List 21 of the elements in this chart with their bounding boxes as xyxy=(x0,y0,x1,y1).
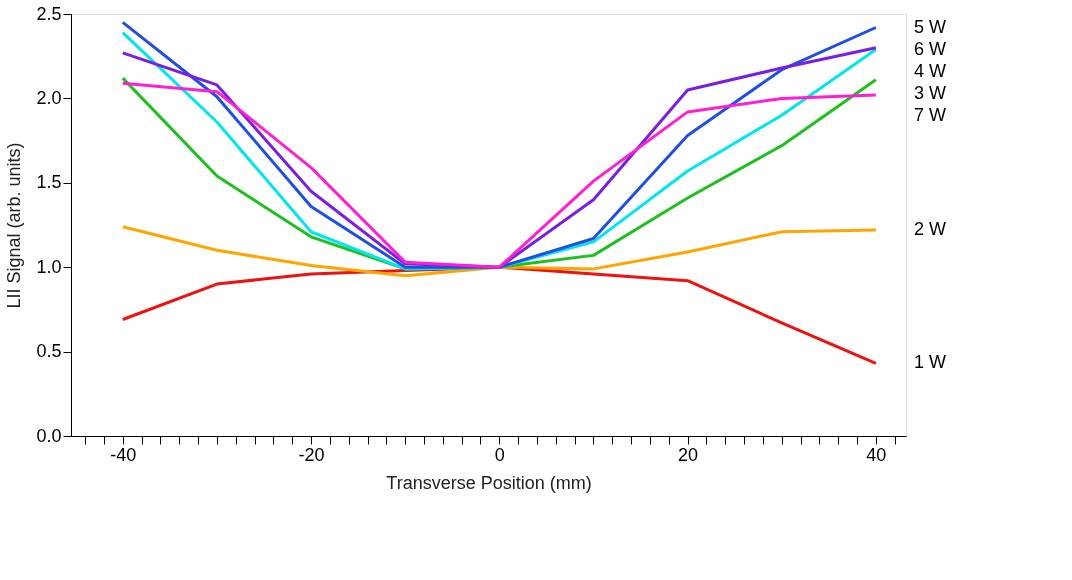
y-tick-label: 0.0 xyxy=(36,425,62,446)
x-tick-label: 20 xyxy=(678,444,699,465)
y-axis-title: LII Signal (arb. units) xyxy=(4,142,25,309)
y-tick-label: 2.0 xyxy=(36,87,62,108)
x-tick-label: 0 xyxy=(494,444,505,465)
x-axis-title: Transverse Position (mm) xyxy=(386,472,592,493)
text: 6 W xyxy=(914,38,947,59)
y-tick-label: 1.5 xyxy=(36,172,62,193)
y-tick-label: 2.5 xyxy=(36,3,62,24)
text: 1 W xyxy=(914,352,947,373)
text: 7 W xyxy=(914,104,947,125)
y-tick-label: 1.0 xyxy=(36,256,62,277)
text: 2 W xyxy=(914,219,947,240)
x-tick-label: 40 xyxy=(866,444,887,465)
text: 4 W xyxy=(914,60,947,81)
x-tick-label: -40 xyxy=(110,444,137,465)
text: 3 W xyxy=(914,82,947,103)
x-tick-label: -20 xyxy=(298,444,325,465)
line-series xyxy=(121,225,878,278)
text: 5 W xyxy=(914,16,947,37)
y-tick-label: 0.5 xyxy=(36,341,62,362)
